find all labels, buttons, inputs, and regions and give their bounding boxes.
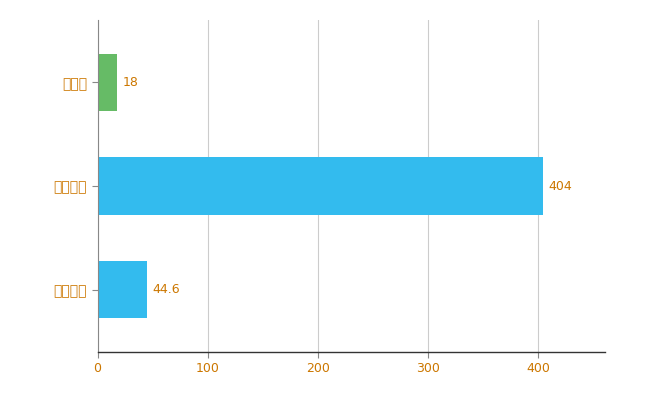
Text: 44.6: 44.6 xyxy=(152,283,180,296)
Text: 18: 18 xyxy=(123,76,138,89)
Bar xyxy=(98,54,118,111)
Bar xyxy=(98,261,147,318)
Bar xyxy=(98,158,543,214)
Text: 404: 404 xyxy=(549,180,572,192)
